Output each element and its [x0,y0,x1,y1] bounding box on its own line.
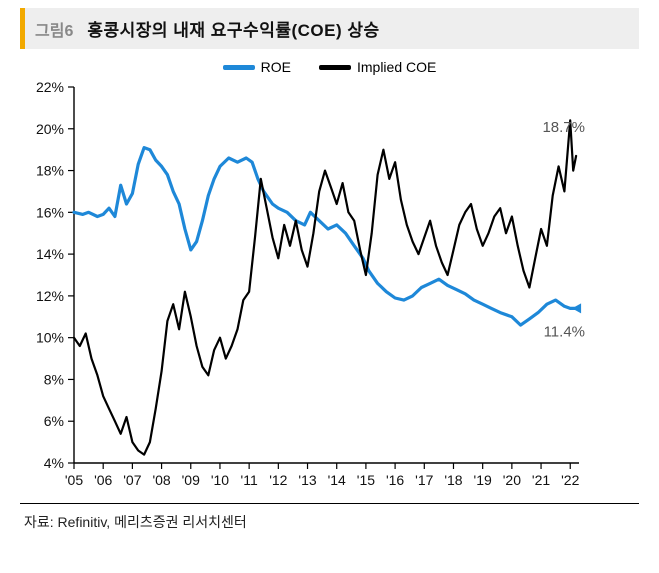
svg-text:20%: 20% [36,121,64,137]
svg-text:4%: 4% [44,455,64,471]
svg-text:'22: '22 [561,472,579,488]
source-text: 자료: Refinitiv, 메리츠증권 리서치센터 [24,512,659,532]
svg-text:'12: '12 [269,472,287,488]
svg-text:'09: '09 [182,472,200,488]
svg-text:22%: 22% [36,79,64,95]
svg-text:'08: '08 [152,472,170,488]
svg-text:'19: '19 [474,472,492,488]
legend-swatch-roe [223,65,255,70]
svg-text:'21: '21 [532,472,550,488]
svg-text:'15: '15 [357,472,375,488]
legend: ROE Implied COE [20,59,639,75]
svg-text:'17: '17 [415,472,433,488]
svg-text:'14: '14 [328,472,346,488]
series-coe [74,120,576,454]
svg-text:'16: '16 [386,472,404,488]
svg-text:10%: 10% [36,330,64,346]
legend-item-roe: ROE [223,59,291,75]
svg-text:6%: 6% [44,413,64,429]
chart-container: ROE Implied COE 4% 6% 8% 10% 12% 14% 16% 18% 20%… [20,59,639,497]
annotation-roe: 11.4% [544,323,585,340]
legend-label-roe: ROE [261,59,291,75]
line-chart: 4% 6% 8% 10% 12% 14% 16% 18% 20% 22% '05 '06 '07 '08 '… [20,77,639,497]
svg-text:8%: 8% [44,371,64,387]
legend-swatch-coe [319,65,351,70]
legend-label-coe: Implied COE [357,59,436,75]
svg-text:'18: '18 [444,472,462,488]
figure-label: 그림6 [35,17,73,41]
marker-roe-end [572,303,581,313]
figure-header: 그림6 홍콩시장의 내재 요구수익률(COE) 상승 [20,8,639,49]
figure-title: 홍콩시장의 내재 요구수익률(COE) 상승 [87,16,379,41]
svg-text:12%: 12% [36,288,64,304]
svg-text:'10: '10 [211,472,229,488]
svg-text:'11: '11 [241,472,258,488]
svg-text:'05: '05 [65,472,83,488]
svg-text:14%: 14% [36,246,64,262]
svg-text:'07: '07 [123,472,141,488]
svg-text:'20: '20 [503,472,521,488]
svg-text:'13: '13 [298,472,316,488]
svg-text:'06: '06 [94,472,112,488]
footer-divider [20,503,639,504]
svg-text:16%: 16% [36,204,64,220]
annotation-coe: 18.7% [542,119,585,136]
legend-item-coe: Implied COE [319,59,436,75]
svg-text:18%: 18% [36,163,64,179]
